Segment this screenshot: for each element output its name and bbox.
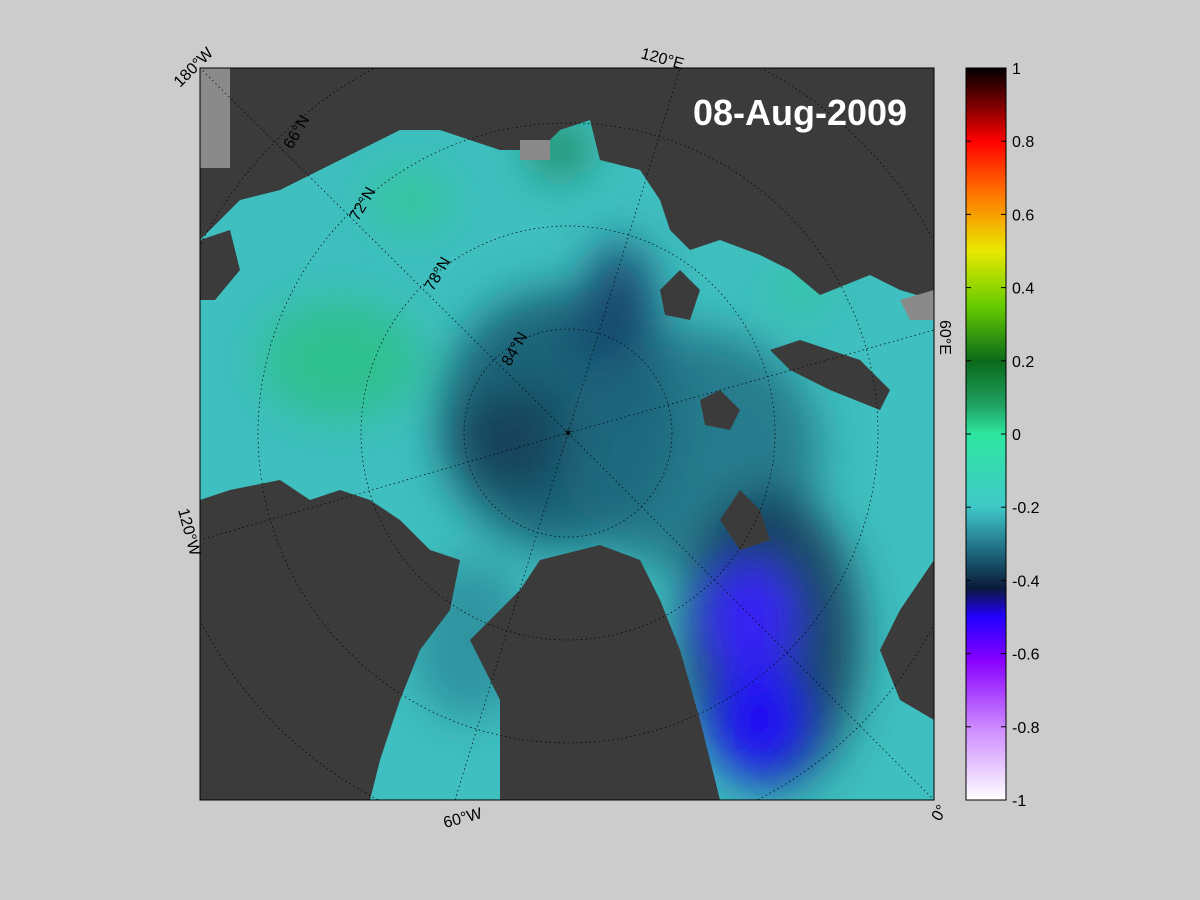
colorbar-tick-label: -0.6 — [1012, 647, 1040, 664]
colorbar-ramp — [965, 67, 1007, 801]
map-frame — [199, 67, 935, 801]
colorbar-tick-label: -0.4 — [1012, 573, 1040, 590]
date-label: 08-Aug-2009 — [693, 92, 907, 133]
graticule — [200, 68, 934, 800]
colorbar-tick-label: -0.8 — [1012, 720, 1040, 737]
colorbar-tick-label: -0.2 — [1012, 500, 1040, 517]
land-franz-josef — [700, 390, 740, 430]
land-siberia — [200, 68, 934, 300]
land-greenland — [470, 545, 720, 800]
colorbar: 1 0.8 0.6 0.4 0.2 0 -0.2 -0.4 -0.6 -0.8 -1 — [965, 61, 1040, 810]
land-alaska — [200, 230, 240, 300]
colorbar-ticks: 1 0.8 0.6 0.4 0.2 0 -0.2 -0.4 -0.6 -0.8 -1 — [966, 61, 1040, 810]
colorbar-tick-label: 0 — [1012, 427, 1021, 444]
lon-label-60e: 60°E — [936, 320, 953, 355]
pole-marker: ✶ — [563, 426, 573, 440]
colorbar-tick-label: -1 — [1012, 793, 1026, 810]
land-scandinavia — [880, 560, 934, 720]
lon-label-60w: 60°W — [442, 805, 485, 832]
colorbar-tick-label: 0.4 — [1012, 281, 1034, 298]
colorbar-tick-label: 0.2 — [1012, 354, 1034, 371]
land-novaya-zemlya — [770, 340, 890, 410]
map-panel: ✶ — [200, 68, 934, 800]
lon-label-120w: 120°W — [174, 507, 203, 559]
land-severnaya — [660, 270, 700, 320]
land-svalbard — [720, 490, 770, 550]
land-canadian-archipelago — [200, 480, 460, 800]
lon-label-0: 0° — [929, 802, 951, 824]
colorbar-tick-label: 0.8 — [1012, 134, 1034, 151]
colorbar-tick-label: 0.6 — [1012, 207, 1034, 224]
land-masses — [200, 68, 934, 800]
colorbar-tick-label: 1 — [1012, 61, 1021, 78]
land-gray — [200, 68, 934, 320]
